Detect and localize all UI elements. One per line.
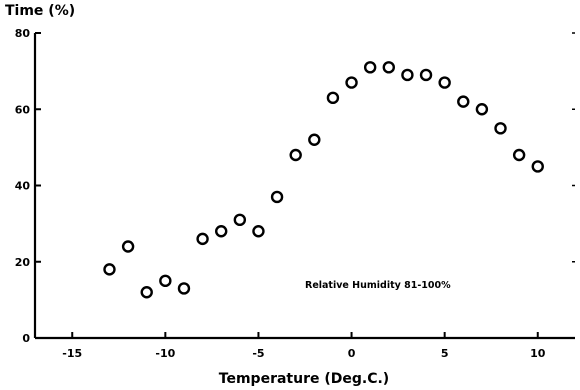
right-edge-ticks (572, 32, 575, 339)
x-tick-label: 5 (441, 347, 449, 360)
data-points (103, 61, 544, 299)
data-point (363, 61, 377, 74)
data-point (512, 148, 526, 162)
data-point (233, 213, 247, 227)
x-tick-label: -10 (155, 347, 175, 360)
data-point (326, 91, 340, 105)
data-point (494, 122, 507, 135)
data-point (215, 225, 228, 238)
data-point (308, 133, 321, 146)
data-point (531, 160, 544, 173)
data-point (140, 286, 153, 299)
data-point (121, 240, 135, 253)
y-tick-label: 40 (15, 180, 31, 193)
y-tick-label: 20 (15, 256, 31, 269)
y-tick-label: 60 (15, 103, 31, 116)
data-point (103, 263, 116, 276)
data-point (177, 282, 191, 295)
plot-frame (33, 33, 575, 340)
data-point (438, 76, 451, 89)
data-point (475, 103, 489, 116)
data-point (419, 68, 433, 82)
data-point (457, 95, 470, 108)
data-point (196, 232, 209, 246)
data-point (345, 76, 358, 89)
x-tick-label: 10 (530, 347, 546, 360)
x-ticks: -15 -10 -5 0 5 10 (62, 332, 546, 360)
data-point (382, 61, 395, 74)
data-point (159, 274, 172, 288)
data-point (289, 148, 302, 162)
x-tick-label: -15 (62, 347, 82, 360)
y-tick-label: 80 (15, 27, 31, 40)
data-point (401, 68, 414, 82)
annotation-relative-humidity: Relative Humidity 81-100% (305, 280, 451, 291)
x-tick-label: 0 (348, 347, 356, 360)
x-tick-label: -5 (252, 347, 264, 360)
data-point (252, 225, 265, 238)
y-ticks: 0 20 40 60 80 (15, 27, 41, 345)
x-axis-title: Temperature (Deg.C.) (219, 371, 389, 387)
y-tick-label: 0 (22, 332, 30, 345)
y-axis-title: Time (%) (5, 3, 75, 19)
data-point (270, 190, 284, 204)
